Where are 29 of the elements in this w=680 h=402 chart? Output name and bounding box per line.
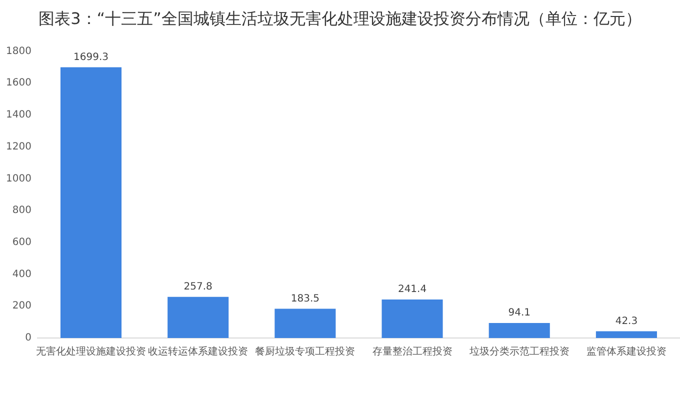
y-tick-label: 1600 bbox=[6, 78, 32, 89]
chart-title: 图表3：“十三五”全国城镇生活垃圾无害化处理设施建设投资分布情况（单位：亿元） bbox=[38, 8, 642, 28]
bar bbox=[596, 331, 657, 338]
y-tick-label: 400 bbox=[12, 268, 32, 280]
x-tick-label: 存量整治工程投资 bbox=[372, 346, 452, 358]
y-tick-label: 1200 bbox=[6, 141, 32, 152]
data-label: 1699.3 bbox=[73, 52, 108, 63]
y-tick-label: 200 bbox=[12, 300, 32, 312]
y-tick-label: 800 bbox=[12, 205, 32, 216]
data-label: 241.4 bbox=[398, 284, 427, 296]
bar bbox=[274, 308, 336, 338]
data-label: 183.5 bbox=[290, 293, 320, 304]
y-tick-label: 0 bbox=[25, 332, 32, 344]
y-tick-label: 1400 bbox=[6, 110, 32, 121]
x-tick-label: 垃圾分类示范工程投资 bbox=[468, 346, 570, 358]
data-label: 257.8 bbox=[184, 282, 212, 293]
x-tick-label: 监管体系建设投资 bbox=[586, 346, 666, 358]
bar bbox=[60, 67, 122, 338]
bar bbox=[168, 296, 229, 338]
data-label: 42.3 bbox=[615, 316, 638, 327]
x-tick-label: 收运转运体系建设投资 bbox=[148, 346, 248, 358]
y-tick-label: 1800 bbox=[6, 46, 32, 57]
y-tick-label: 600 bbox=[12, 236, 32, 248]
x-tick-label: 餐厨垃圾专项工程投资 bbox=[255, 346, 356, 358]
bar bbox=[488, 323, 550, 338]
y-tick-label: 1000 bbox=[6, 173, 32, 184]
x-tick-label: 无害化处理设施建设投资 bbox=[36, 346, 146, 358]
data-label: 94.1 bbox=[508, 308, 530, 319]
bar bbox=[382, 300, 443, 338]
